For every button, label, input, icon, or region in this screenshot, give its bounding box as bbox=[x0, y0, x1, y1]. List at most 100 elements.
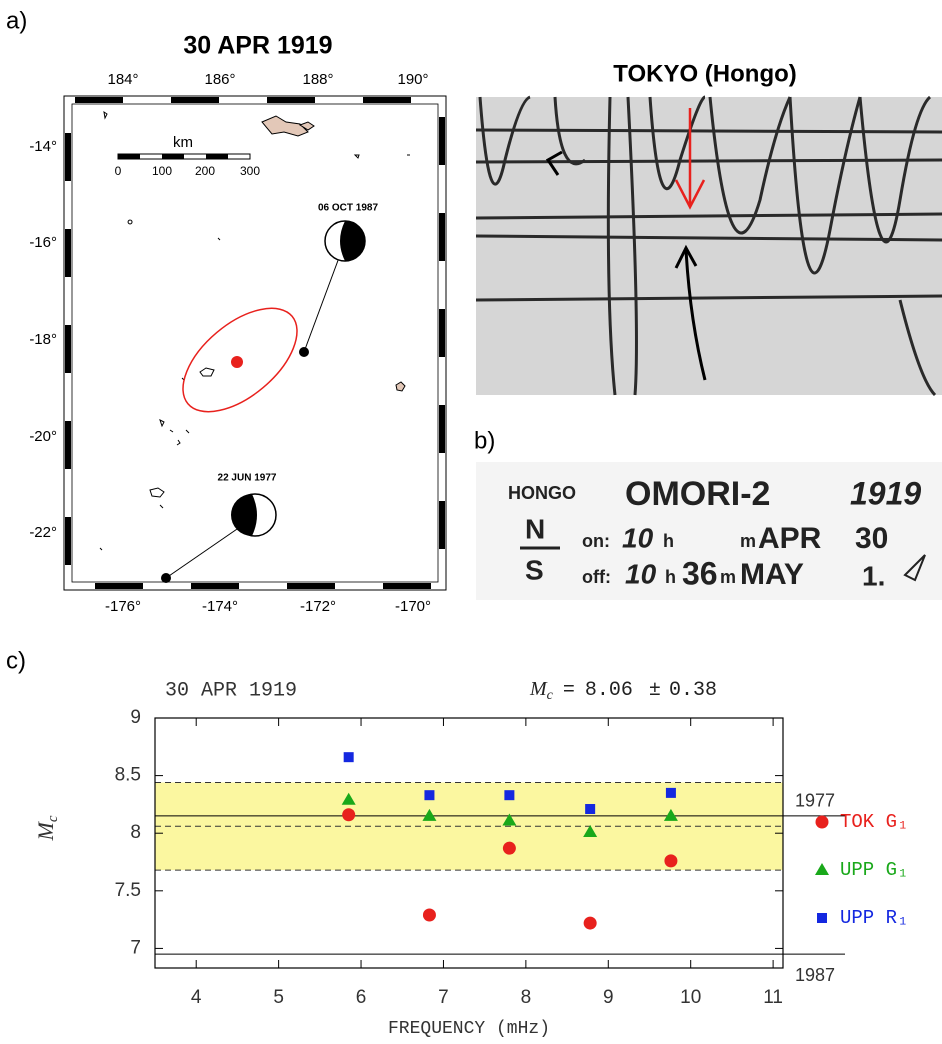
data-point bbox=[504, 790, 515, 801]
x-tick-label: 7 bbox=[438, 987, 449, 1008]
lat-label: -22° bbox=[29, 524, 57, 541]
card-text: 10 bbox=[625, 558, 657, 589]
y-axis-sub: c bbox=[45, 815, 61, 822]
annotation: Mc = 8.06 ±0.38 bbox=[529, 678, 717, 704]
y-tick-label: 7.5 bbox=[115, 880, 141, 901]
y-tick-label: 9 bbox=[130, 707, 141, 728]
panel-label: c) bbox=[6, 647, 26, 674]
panel-label: a) bbox=[6, 7, 27, 34]
legend-label: TOK G₁ bbox=[840, 811, 908, 833]
card-text: N bbox=[525, 513, 545, 544]
annotation-symbol: M bbox=[529, 678, 548, 700]
scale-label: 100 bbox=[152, 164, 172, 178]
x-tick-label: 6 bbox=[356, 987, 367, 1008]
scale-bar bbox=[206, 154, 228, 159]
x-tick-label: 8 bbox=[521, 987, 532, 1008]
x-tick-label: 5 bbox=[273, 987, 284, 1008]
data-point bbox=[583, 916, 597, 930]
reference-label: 1977 bbox=[795, 791, 835, 811]
connector bbox=[303, 254, 341, 353]
lat-label: -18° bbox=[29, 331, 57, 348]
lon-label: 188° bbox=[302, 71, 333, 88]
y-tick-label: 7 bbox=[130, 937, 141, 958]
scale-label: 0 bbox=[115, 164, 122, 178]
card-mark bbox=[903, 554, 926, 582]
card-text: h bbox=[665, 567, 676, 587]
data-point bbox=[422, 808, 437, 821]
y-axis-label: Mc bbox=[33, 815, 61, 841]
card-text: OMORI-2 bbox=[625, 475, 770, 513]
scale-unit: km bbox=[173, 134, 193, 151]
card-text: 10 bbox=[622, 522, 654, 553]
data-point bbox=[665, 787, 676, 798]
map-title: 30 APR 1919 bbox=[183, 32, 332, 60]
seismogram-title: TOKYO (Hongo) bbox=[613, 60, 797, 87]
legend-label: UPP G₁ bbox=[840, 859, 908, 881]
map: 30 APR 1919 184° 186° 188° 190° -14° -16… bbox=[29, 32, 447, 615]
lat-label: -16° bbox=[29, 234, 57, 251]
card-text: HONGO bbox=[508, 483, 576, 503]
island bbox=[298, 121, 315, 131]
data-point bbox=[502, 813, 517, 826]
lon-label: -172° bbox=[300, 598, 336, 615]
card-text: 1919 bbox=[850, 475, 921, 511]
event-dot bbox=[161, 573, 171, 583]
card-text: MAY bbox=[740, 558, 804, 591]
data-point bbox=[502, 841, 516, 855]
annotation-equals: = bbox=[563, 679, 575, 702]
card-text: m bbox=[740, 531, 756, 551]
panel-label: b) bbox=[474, 427, 495, 454]
card-text: h bbox=[663, 531, 674, 551]
error-ellipse bbox=[182, 307, 298, 413]
map-border bbox=[65, 97, 445, 589]
data-point bbox=[663, 808, 678, 821]
lon-label: -174° bbox=[202, 598, 238, 615]
card-background bbox=[476, 462, 942, 600]
beachball-fill bbox=[231, 494, 257, 536]
data-point bbox=[664, 854, 678, 868]
y-tick-label: 8.5 bbox=[115, 765, 141, 786]
scale-label: 300 bbox=[240, 164, 260, 178]
annotation-error: 0.38 bbox=[669, 679, 717, 702]
lon-label: 184° bbox=[107, 71, 138, 88]
lon-label: 186° bbox=[204, 71, 235, 88]
card-text: APR bbox=[758, 522, 822, 555]
x-tick-label: 9 bbox=[603, 987, 614, 1008]
x-tick-label: 11 bbox=[763, 987, 783, 1008]
lat-label: -20° bbox=[29, 428, 57, 445]
y-axis-symbol: M bbox=[33, 821, 58, 842]
red-arrow bbox=[674, 108, 706, 210]
x-axis-label: FREQUENCY (mHz) bbox=[388, 1019, 550, 1039]
card-text: 30 bbox=[855, 522, 888, 555]
scale-bar bbox=[162, 154, 184, 159]
card-text: off: bbox=[582, 567, 611, 587]
data-point bbox=[422, 908, 436, 922]
legend-label: UPP R₁ bbox=[840, 907, 908, 929]
x-tick-label: 4 bbox=[191, 987, 202, 1008]
label-card: HONGO OMORI-2 1919 N S on: 10 h m APR 30… bbox=[476, 462, 942, 600]
data-point bbox=[585, 804, 596, 815]
data-point bbox=[424, 790, 435, 801]
card-text: on: bbox=[582, 531, 610, 551]
black-arrow bbox=[545, 150, 707, 381]
lon-label: -176° bbox=[105, 598, 141, 615]
annotation-sub: c bbox=[547, 688, 554, 703]
data-point bbox=[583, 825, 598, 838]
data-point bbox=[342, 808, 356, 822]
plot-frame bbox=[154, 717, 784, 969]
seismogram: TOKYO (Hongo) bbox=[475, 60, 942, 397]
card-text: S bbox=[525, 554, 544, 585]
scale-label: 200 bbox=[195, 164, 215, 178]
island bbox=[261, 115, 309, 137]
data-point bbox=[343, 752, 354, 763]
scale-bar bbox=[118, 154, 140, 159]
annotation-value: 8.06 bbox=[585, 679, 633, 702]
annotation-pm: ± bbox=[649, 679, 661, 702]
card-text: 1. bbox=[862, 560, 885, 591]
card-text: m bbox=[720, 567, 736, 587]
data-point bbox=[341, 792, 356, 805]
x-tick-label: 10 bbox=[680, 987, 701, 1008]
island bbox=[395, 381, 406, 392]
